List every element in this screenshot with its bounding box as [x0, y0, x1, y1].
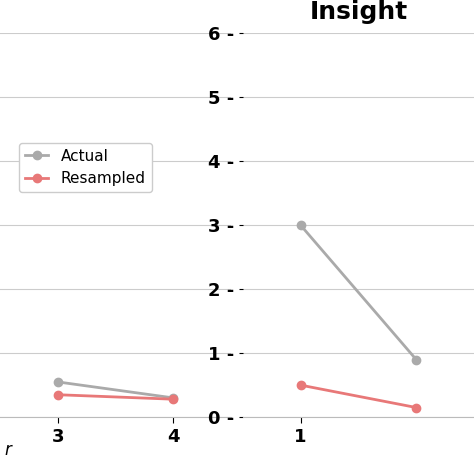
Text: r: r — [5, 441, 12, 459]
Title: Insight: Insight — [309, 0, 408, 24]
Legend: Actual, Resampled: Actual, Resampled — [19, 143, 152, 192]
